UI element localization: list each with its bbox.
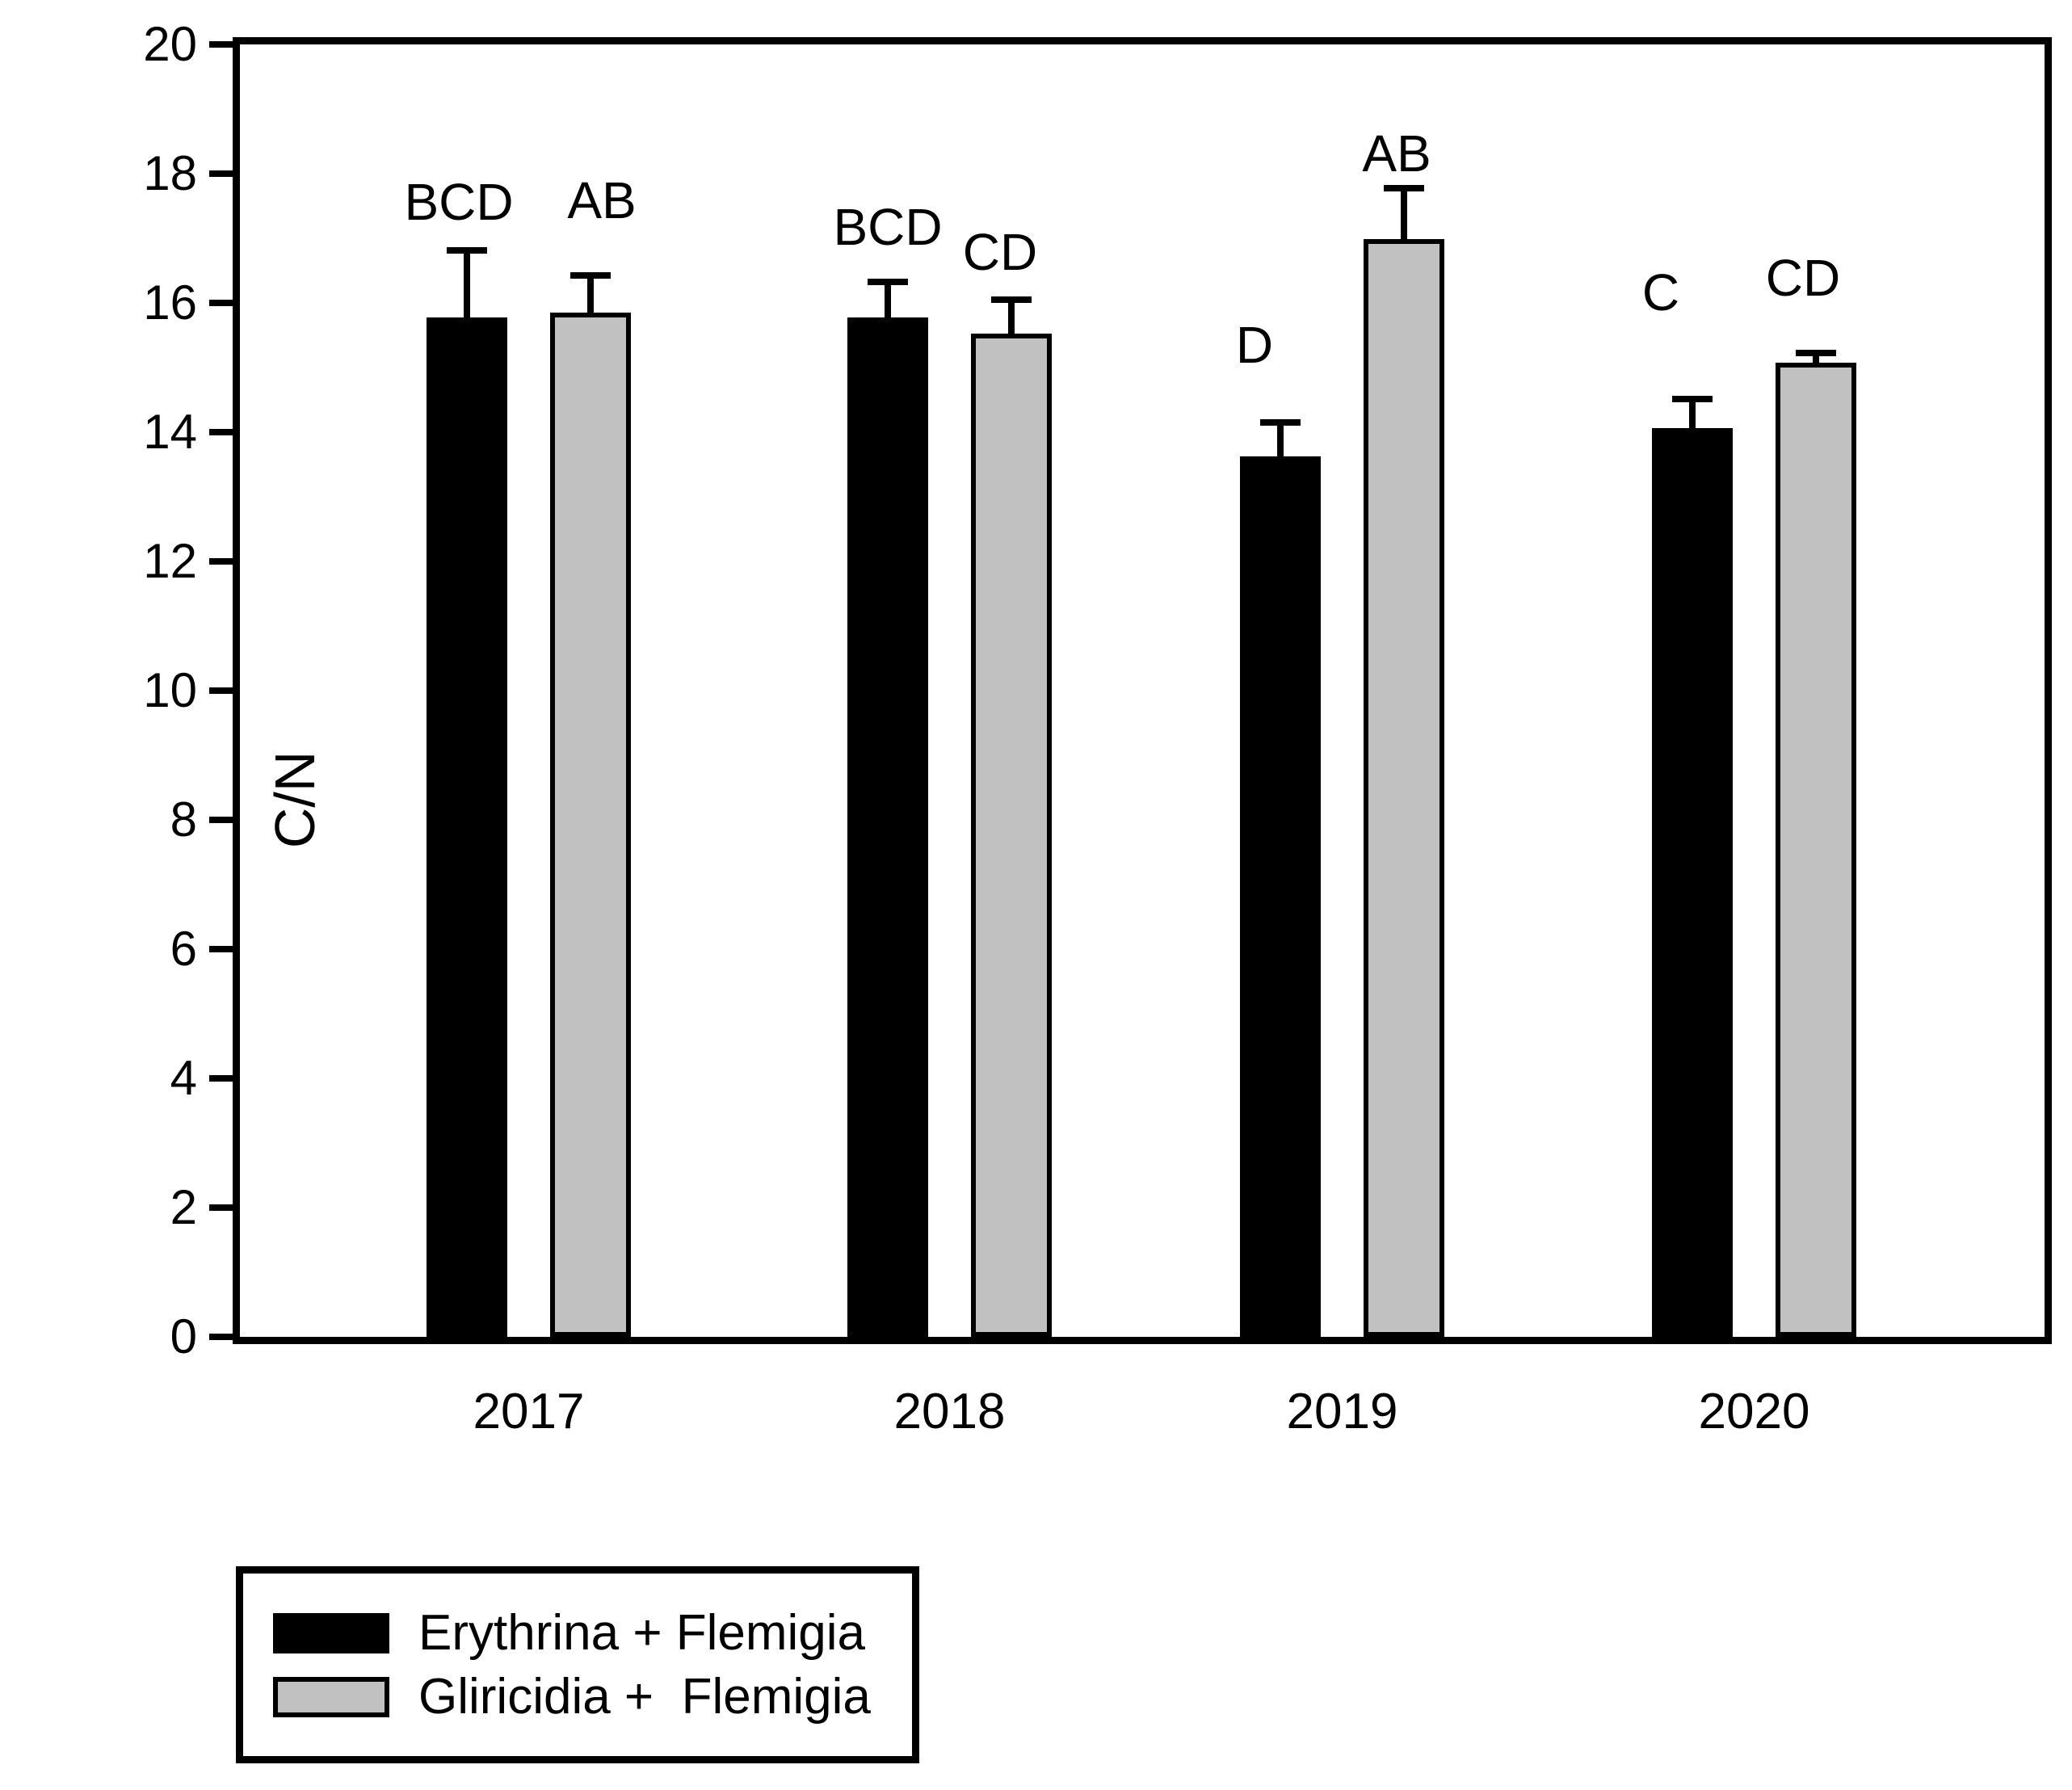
y-axis-tick xyxy=(209,817,240,823)
bar xyxy=(427,317,507,1337)
y-axis-title: C/N xyxy=(263,750,326,849)
significance-letter: AB xyxy=(567,170,637,229)
y-axis-tick xyxy=(209,687,240,694)
y-axis-tick-label: 20 xyxy=(143,17,197,71)
error-bar-cap xyxy=(570,272,611,279)
significance-letter: BCD xyxy=(404,173,514,231)
significance-letter: C xyxy=(1641,263,1680,321)
significance-letter: AB xyxy=(1362,124,1431,183)
error-bar-stem xyxy=(885,285,891,318)
error-bar-cap xyxy=(991,296,1032,303)
y-axis-tick-label: 12 xyxy=(143,534,197,588)
y-axis-tick-label: 6 xyxy=(170,922,197,976)
error-bar-stem xyxy=(1401,191,1407,239)
y-axis-tick-label: 4 xyxy=(170,1051,197,1105)
x-axis-tick-label: 2017 xyxy=(473,1384,585,1439)
error-bar-stem xyxy=(1813,356,1819,363)
y-axis-tick xyxy=(209,1075,240,1082)
x-axis-tick-label: 2018 xyxy=(893,1384,1006,1439)
bar xyxy=(550,313,631,1337)
error-bar-cap xyxy=(1796,350,1836,357)
error-bar-cap xyxy=(1672,396,1713,403)
y-axis-tick xyxy=(209,300,240,306)
error-bar-stem xyxy=(1689,402,1696,429)
error-bar-stem xyxy=(464,254,470,317)
y-axis-tick xyxy=(209,170,240,177)
x-axis-tick-label: 2020 xyxy=(1698,1384,1810,1439)
error-bar-cap xyxy=(447,247,487,254)
error-bar-cap xyxy=(1260,419,1301,426)
error-bar-stem xyxy=(587,279,594,313)
y-axis-tick xyxy=(209,1204,240,1211)
error-bar-stem xyxy=(1277,426,1284,457)
bar xyxy=(1652,428,1733,1337)
significance-letter: CD xyxy=(1765,249,1841,308)
y-axis-tick-label: 16 xyxy=(143,275,197,330)
y-axis-tick xyxy=(209,429,240,435)
x-axis-tick-labels: 2017 2018 2019 2020 xyxy=(240,1383,2045,1448)
legend-label: Gliricidia + Flemigia xyxy=(418,1669,871,1725)
y-axis-tick-label: 0 xyxy=(170,1309,197,1364)
y-axis-tick-label: 10 xyxy=(143,663,197,717)
y-axis-tick xyxy=(209,41,240,48)
error-bar-cap xyxy=(1384,185,1424,192)
legend-box: Erythrina + Flemigia Gliricidia + Flemigi… xyxy=(236,1566,919,1763)
bar xyxy=(847,317,928,1337)
significance-letter: CD xyxy=(962,223,1038,282)
legend-label: Erythrina + Flemigia xyxy=(418,1605,866,1661)
legend-swatch xyxy=(273,1613,389,1653)
error-bar-cap xyxy=(868,279,908,286)
y-axis-tick-label: 14 xyxy=(143,405,197,459)
y-axis-tick xyxy=(209,946,240,952)
y-axis-tick xyxy=(209,558,240,565)
plot-area: C/N 0 2 4 6 8 10 12 14 16 18 20 BCD BCD D C AB CD AB CD xyxy=(143,19,2052,1362)
bar xyxy=(1776,362,1856,1337)
bar xyxy=(971,333,1052,1337)
y-axis-tick-label: 2 xyxy=(170,1180,197,1234)
legend-swatch xyxy=(273,1677,389,1717)
bar xyxy=(1364,238,1444,1337)
y-axis-tick-label: 18 xyxy=(143,146,197,200)
significance-letter: D xyxy=(1235,315,1274,374)
significance-letter: BCD xyxy=(833,198,943,257)
x-axis-tick-label: 2019 xyxy=(1286,1384,1398,1439)
error-bar-stem xyxy=(1008,303,1015,334)
bar xyxy=(1240,456,1321,1337)
y-axis-tick xyxy=(209,1334,240,1340)
y-axis-tick-label: 8 xyxy=(170,792,197,847)
